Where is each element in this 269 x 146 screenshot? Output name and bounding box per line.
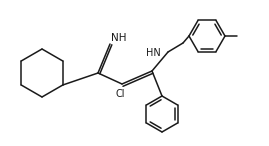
Text: NH: NH [111,33,126,43]
Text: HN: HN [146,48,161,58]
Text: Cl: Cl [116,89,126,99]
